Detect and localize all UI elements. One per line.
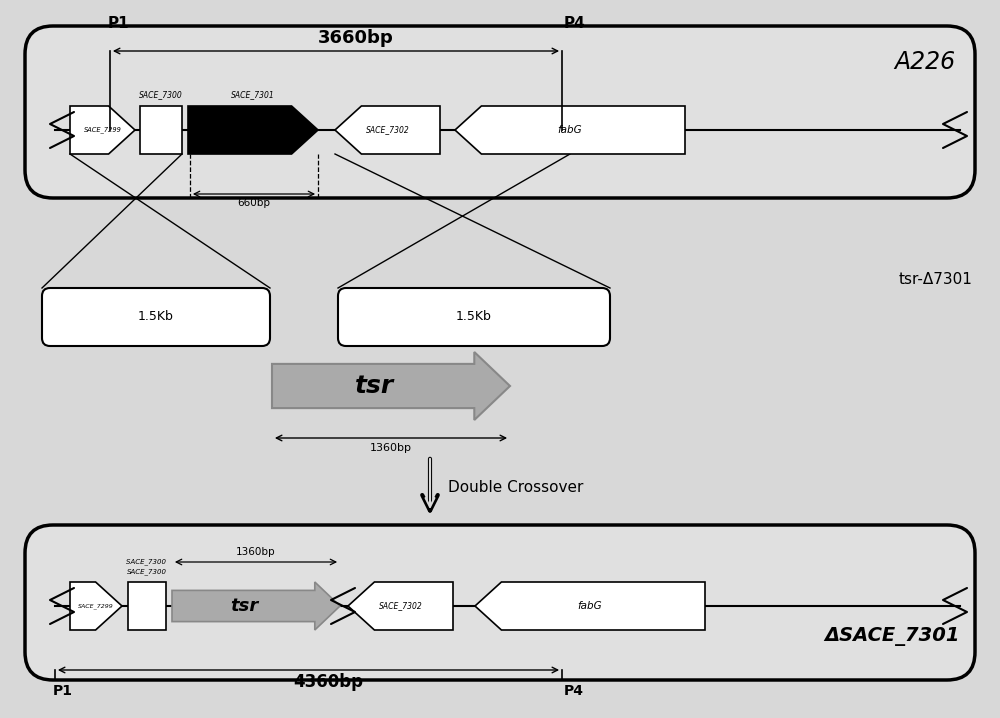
Bar	[128, 582, 166, 630]
FancyBboxPatch shape	[25, 26, 975, 198]
Text: P4: P4	[564, 16, 586, 31]
Text: 3660bp: 3660bp	[318, 29, 394, 47]
Text: P4: P4	[564, 684, 584, 698]
FancyBboxPatch shape	[42, 288, 270, 346]
Text: tsr-Δ7301: tsr-Δ7301	[898, 273, 972, 287]
Bar	[140, 106, 182, 154]
Text: 1360bp: 1360bp	[236, 547, 276, 557]
Text: 660bp: 660bp	[238, 198, 270, 208]
Polygon shape	[348, 582, 453, 630]
Text: 1.5Kb: 1.5Kb	[456, 310, 492, 324]
Polygon shape	[172, 582, 340, 630]
Text: P1: P1	[53, 684, 73, 698]
Text: SACE_7300: SACE_7300	[127, 568, 167, 575]
Text: SACE_7299: SACE_7299	[78, 603, 114, 609]
Text: P1: P1	[108, 16, 130, 31]
Polygon shape	[455, 106, 685, 154]
FancyBboxPatch shape	[338, 288, 610, 346]
Text: tsr: tsr	[355, 374, 394, 398]
Text: SACE_7302: SACE_7302	[379, 602, 422, 610]
Polygon shape	[70, 106, 135, 154]
Text: 1360bp: 1360bp	[370, 443, 412, 453]
Text: SACE_7302: SACE_7302	[366, 126, 409, 134]
Polygon shape	[70, 582, 122, 630]
Polygon shape	[335, 106, 440, 154]
Text: 4360bp: 4360bp	[294, 673, 364, 691]
Text: 1.5Kb: 1.5Kb	[138, 310, 174, 324]
Text: SACE_7299: SACE_7299	[84, 126, 121, 134]
Text: SACE_7300: SACE_7300	[126, 559, 168, 565]
Text: ΔSACE_7301: ΔSACE_7301	[824, 627, 960, 645]
Polygon shape	[272, 352, 510, 420]
Text: SACE_7300: SACE_7300	[139, 90, 183, 99]
Text: fabG: fabG	[578, 601, 602, 611]
FancyBboxPatch shape	[25, 525, 975, 680]
Text: A226: A226	[894, 50, 955, 74]
Text: Double Crossover: Double Crossover	[448, 480, 583, 495]
Polygon shape	[475, 582, 705, 630]
Text: SACE_7301: SACE_7301	[231, 90, 275, 99]
Text: tsr: tsr	[230, 597, 258, 615]
Polygon shape	[188, 106, 318, 154]
Text: fabG: fabG	[558, 125, 582, 135]
